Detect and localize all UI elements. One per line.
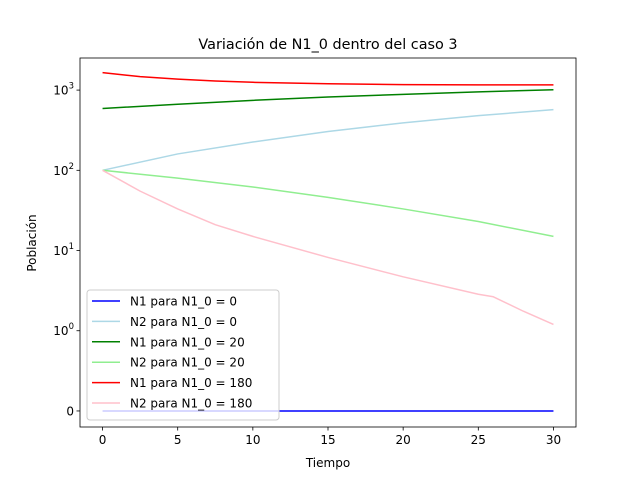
x-axis: 0 5 10 15 20 25 30 xyxy=(99,427,561,447)
y-tick-label: 101 xyxy=(53,242,74,258)
series-line-6 xyxy=(102,169,554,326)
y-tick-label: 103 xyxy=(53,82,74,98)
chart-title: Variación de N1_0 dentro del caso 3 xyxy=(198,37,457,53)
x-axis-label: Tiempo xyxy=(305,456,350,470)
y-tick-label: 100 xyxy=(53,322,74,338)
x-tick-label: 15 xyxy=(320,433,335,447)
y-tick-label: 0 xyxy=(66,404,74,418)
legend-entry: N2 para N1_0 = 20 xyxy=(130,356,245,370)
legend-entry: N2 para N1_0 = 180 xyxy=(130,397,252,411)
legend-entry: N1 para N1_0 = 0 xyxy=(130,295,237,309)
x-tick-label: 5 xyxy=(174,433,182,447)
y-tick-label: 102 xyxy=(53,162,74,178)
y-axis-label: Población xyxy=(25,214,39,271)
legend-entry: N1 para N1_0 = 20 xyxy=(130,335,245,349)
series-line-3 xyxy=(102,88,554,110)
x-tick-label: 25 xyxy=(471,433,486,447)
x-tick-label: 10 xyxy=(245,433,260,447)
x-tick-label: 0 xyxy=(99,433,107,447)
legend: N1 para N1_0 = 0 N2 para N1_0 = 0 N1 para … xyxy=(86,289,280,421)
legend-entry: N1 para N1_0 = 180 xyxy=(130,376,252,390)
series-line-4 xyxy=(102,169,554,238)
series-line-5 xyxy=(102,71,554,86)
legend-box xyxy=(86,289,280,421)
x-tick-label: 20 xyxy=(396,433,411,447)
series-line-2 xyxy=(102,108,554,172)
y-axis: 0 100 101 102 103 xyxy=(53,82,80,418)
x-tick-label: 30 xyxy=(546,433,561,447)
legend-entry: N2 para N1_0 = 0 xyxy=(130,315,237,329)
